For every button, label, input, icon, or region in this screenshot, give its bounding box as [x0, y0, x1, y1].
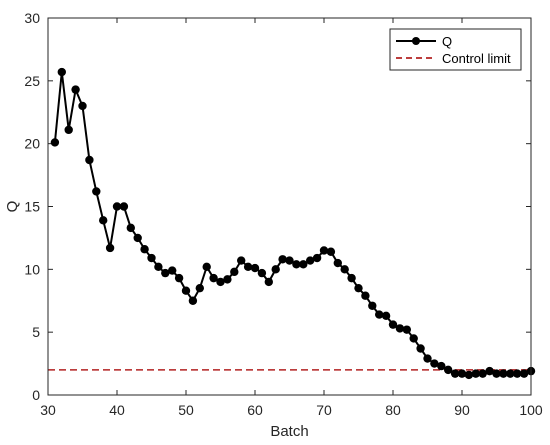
data-point-q	[99, 216, 108, 225]
y-tick-label: 30	[24, 10, 40, 26]
data-point-q	[347, 273, 356, 283]
data-point-q	[485, 366, 494, 376]
y-tick-label: 5	[32, 324, 40, 340]
data-point-q	[506, 369, 515, 378]
data-point-q	[243, 262, 253, 272]
y-tick-label: 10	[24, 261, 40, 277]
data-point-q	[126, 223, 135, 233]
x-tick-label: 30	[40, 402, 56, 418]
y-axis-ticks: 0 5 10 15 20 25 30	[24, 10, 531, 403]
y-axis-label: Q	[4, 201, 21, 213]
data-point-q	[174, 273, 184, 283]
data-point-q	[312, 253, 322, 263]
data-point-q	[195, 283, 204, 293]
data-point-q	[133, 233, 142, 243]
data-point-q	[444, 365, 453, 375]
x-axis-label: Batch	[270, 423, 308, 440]
data-point-q	[181, 286, 191, 295]
x-axis-ticks: 30 40 50 60 70 80 90 100	[40, 18, 543, 418]
data-point-q	[147, 253, 156, 263]
data-point-q	[64, 125, 73, 135]
data-point-q	[223, 275, 232, 284]
data-point-q	[519, 369, 529, 378]
data-point-q	[499, 369, 508, 378]
data-point-q	[209, 273, 218, 283]
data-point-q	[188, 296, 198, 305]
data-point-q	[299, 260, 308, 269]
x-tick-label: 90	[454, 402, 470, 418]
data-point-q	[381, 311, 391, 321]
legend: Q Control limit	[389, 28, 522, 71]
legend-marker-q	[412, 37, 420, 45]
data-point-q	[257, 268, 267, 278]
y-tick-label: 0	[32, 387, 40, 403]
y-tick-label: 20	[24, 136, 40, 152]
data-point-q	[161, 268, 170, 278]
data-point-q	[230, 267, 239, 277]
data-point-q	[57, 67, 66, 77]
data-point-q	[388, 320, 398, 329]
data-point-q	[319, 246, 329, 255]
data-point-q	[50, 138, 60, 147]
data-point-q	[416, 344, 425, 353]
data-point-q	[368, 301, 377, 310]
legend-label-q: Q	[442, 34, 452, 49]
data-point-q	[105, 243, 115, 253]
data-point-q	[237, 256, 246, 265]
data-point-q	[264, 277, 273, 287]
data-point-q	[423, 354, 432, 363]
data-point-q	[202, 262, 211, 272]
y-tick-label: 25	[24, 73, 40, 89]
x-tick-label: 40	[109, 402, 125, 418]
series-group	[48, 67, 536, 380]
data-point-q	[464, 370, 474, 380]
data-point-q	[354, 283, 363, 293]
data-point-q	[216, 277, 225, 287]
x-tick-label: 60	[247, 402, 263, 418]
data-point-q	[112, 202, 122, 211]
x-tick-label: 70	[316, 402, 332, 418]
data-point-q	[457, 369, 467, 378]
data-point-q	[85, 155, 94, 165]
data-point-q	[402, 325, 411, 334]
data-point-q	[292, 260, 301, 269]
data-point-q	[71, 85, 80, 94]
data-point-q	[395, 324, 405, 333]
data-point-q	[285, 256, 294, 265]
plot-frame	[47, 17, 532, 396]
data-point-q	[250, 263, 260, 273]
x-tick-label: 100	[519, 402, 543, 418]
data-point-q	[154, 262, 163, 272]
data-point-q	[375, 310, 384, 319]
data-point-q	[271, 265, 280, 274]
data-point-q	[92, 187, 101, 196]
data-point-q	[278, 255, 287, 264]
data-point-q	[471, 369, 480, 378]
data-point-q	[450, 369, 460, 378]
legend-box	[389, 28, 522, 71]
data-point-q	[78, 101, 87, 111]
x-tick-label: 80	[385, 402, 401, 418]
data-point-q	[340, 265, 349, 274]
data-point-q	[409, 334, 418, 343]
data-point-q	[437, 361, 446, 371]
data-point-q	[119, 202, 129, 211]
y-tick-label: 15	[24, 199, 40, 215]
data-point-q	[326, 247, 336, 256]
x-tick-label: 50	[178, 402, 194, 418]
data-point-q	[492, 369, 501, 378]
data-point-q	[430, 359, 439, 368]
plot-area	[48, 18, 531, 395]
data-point-q	[140, 245, 149, 254]
data-point-q	[168, 266, 177, 275]
data-point-q	[513, 369, 522, 378]
data-point-q	[361, 291, 370, 300]
data-point-q	[478, 369, 487, 378]
data-point-q	[306, 256, 315, 265]
legend-label-control-limit: Control limit	[442, 51, 511, 66]
data-point-q	[333, 258, 342, 268]
